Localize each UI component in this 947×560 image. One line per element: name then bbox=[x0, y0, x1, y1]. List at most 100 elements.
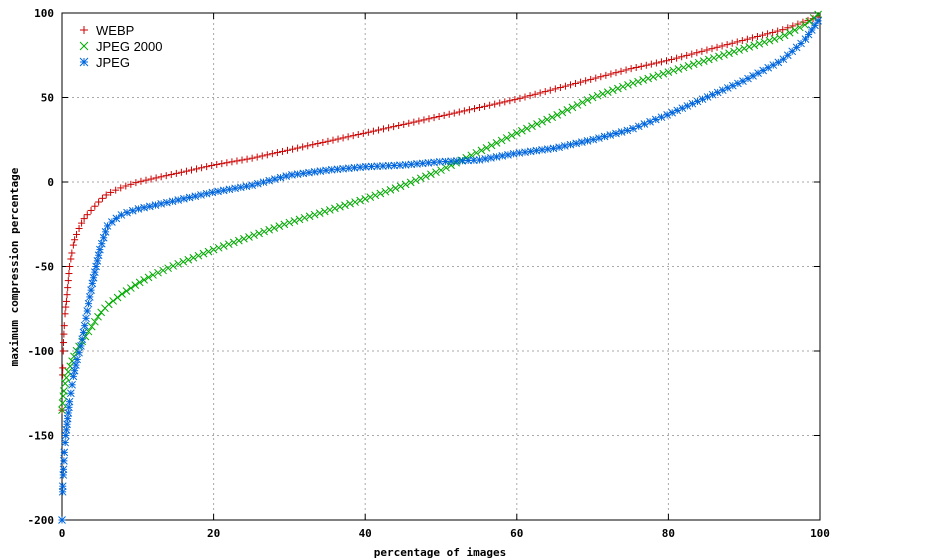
x-tick-label: 0 bbox=[59, 527, 66, 540]
data-point bbox=[491, 100, 499, 108]
data-point bbox=[75, 348, 83, 357]
y-axis-label: maximum compression percentage bbox=[8, 167, 21, 366]
data-point bbox=[259, 178, 268, 187]
data-point bbox=[97, 239, 106, 248]
data-point bbox=[415, 117, 423, 125]
data-point bbox=[416, 174, 425, 183]
data-point bbox=[157, 173, 165, 181]
data-point bbox=[310, 210, 319, 219]
data-point bbox=[325, 206, 334, 214]
data-point bbox=[538, 117, 546, 126]
data-point bbox=[607, 70, 615, 78]
data-point bbox=[99, 233, 108, 242]
data-point bbox=[193, 165, 201, 173]
data-point bbox=[764, 30, 772, 38]
data-point bbox=[743, 35, 751, 43]
data-point bbox=[128, 206, 137, 215]
data-point bbox=[689, 60, 698, 69]
data-point bbox=[595, 134, 603, 142]
data-point bbox=[588, 93, 597, 102]
data-point bbox=[598, 90, 607, 98]
data-point bbox=[73, 355, 82, 364]
data-point bbox=[223, 159, 231, 167]
data-point bbox=[720, 50, 728, 59]
data-point bbox=[142, 176, 150, 184]
data-point bbox=[801, 35, 810, 43]
data-point bbox=[563, 106, 572, 114]
data-point bbox=[233, 157, 241, 165]
data-point bbox=[713, 43, 721, 51]
data-point bbox=[401, 161, 410, 169]
data-point bbox=[619, 82, 627, 91]
data-point bbox=[811, 21, 819, 30]
data-point bbox=[58, 482, 67, 491]
data-point bbox=[497, 136, 506, 145]
data-point bbox=[90, 317, 99, 326]
data-point bbox=[556, 84, 564, 92]
series-webp bbox=[58, 13, 822, 414]
data-point bbox=[482, 144, 491, 152]
data-point bbox=[447, 161, 455, 170]
data-point bbox=[775, 33, 784, 42]
data-point bbox=[304, 142, 312, 150]
data-point bbox=[333, 165, 342, 174]
data-point bbox=[189, 253, 198, 262]
data-point bbox=[470, 105, 478, 113]
data-point bbox=[521, 93, 529, 101]
data-point bbox=[285, 218, 294, 227]
data-point bbox=[258, 152, 266, 160]
data-point bbox=[275, 222, 284, 231]
data-point bbox=[135, 278, 144, 287]
data-point bbox=[733, 38, 741, 46]
data-point bbox=[465, 106, 473, 114]
data-point bbox=[245, 233, 253, 241]
data-point bbox=[80, 215, 88, 223]
gridlines bbox=[62, 13, 820, 520]
data-point bbox=[123, 208, 131, 217]
data-point bbox=[87, 286, 95, 295]
data-point bbox=[441, 157, 450, 166]
data-point bbox=[395, 122, 403, 130]
data-point bbox=[770, 35, 779, 43]
data-point bbox=[627, 65, 635, 73]
data-point bbox=[472, 148, 481, 157]
data-point bbox=[384, 161, 393, 170]
data-point bbox=[229, 238, 238, 247]
data-point bbox=[659, 69, 668, 78]
data-point bbox=[137, 177, 145, 185]
data-point bbox=[289, 145, 297, 153]
data-point bbox=[366, 193, 375, 201]
data-point bbox=[708, 45, 716, 53]
data-point bbox=[361, 195, 370, 203]
data-point bbox=[167, 171, 175, 179]
data-point bbox=[573, 101, 582, 109]
data-point bbox=[248, 154, 256, 162]
data-point bbox=[447, 157, 455, 166]
data-point bbox=[780, 31, 789, 40]
data-point bbox=[760, 38, 769, 47]
data-point bbox=[61, 438, 70, 447]
data-point bbox=[64, 277, 72, 285]
x-tick-label: 80 bbox=[662, 527, 675, 540]
data-point bbox=[66, 263, 74, 270]
data-point bbox=[369, 127, 377, 135]
data-point bbox=[250, 231, 258, 240]
data-point bbox=[738, 37, 746, 45]
data-point bbox=[309, 141, 317, 149]
data-point bbox=[515, 149, 524, 157]
data-point bbox=[600, 132, 609, 141]
data-point bbox=[288, 171, 296, 179]
data-point bbox=[102, 191, 110, 199]
data-point bbox=[68, 380, 76, 389]
y-tick-label: -150 bbox=[28, 430, 55, 443]
data-point bbox=[704, 55, 713, 64]
series-jpeg-2000 bbox=[58, 10, 822, 415]
data-point bbox=[268, 150, 276, 158]
data-point bbox=[346, 199, 354, 208]
data-point bbox=[351, 198, 359, 206]
data-point bbox=[87, 206, 95, 214]
data-point bbox=[89, 273, 98, 282]
data-point bbox=[496, 99, 504, 107]
